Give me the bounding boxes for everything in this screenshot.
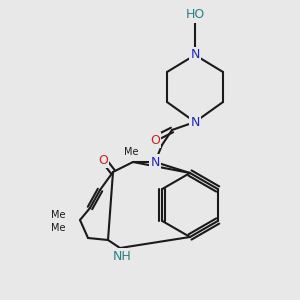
Text: Me: Me [50, 223, 65, 233]
Text: HO: HO [185, 8, 205, 22]
Text: O: O [150, 134, 160, 146]
Text: N: N [150, 155, 160, 169]
Text: O: O [98, 154, 108, 166]
Text: NH: NH [112, 250, 131, 262]
Text: N: N [190, 49, 200, 62]
Text: Me: Me [50, 210, 65, 220]
Text: N: N [190, 116, 200, 128]
Text: Me: Me [124, 147, 138, 157]
